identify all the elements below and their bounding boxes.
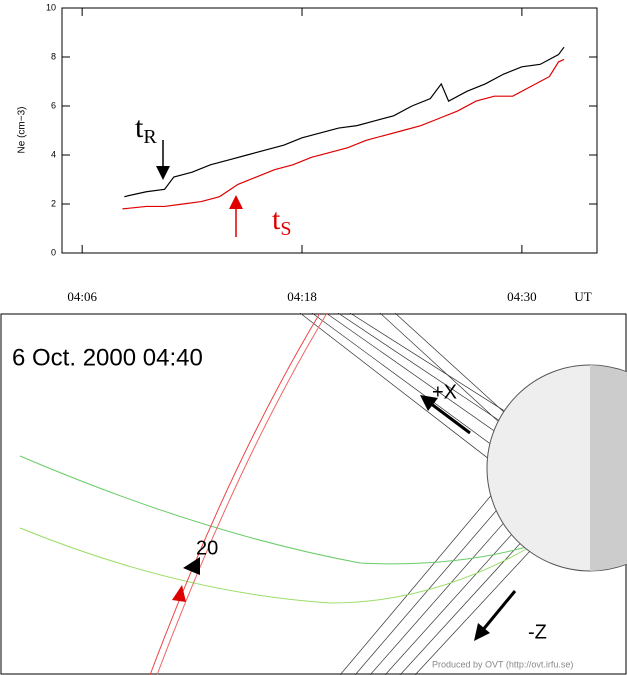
legend-name: t xyxy=(135,111,144,144)
y-tick-label: 6 xyxy=(51,100,56,110)
x-tick-label: 04:18 xyxy=(287,289,317,304)
marker xyxy=(172,585,186,602)
axis-arrow xyxy=(429,401,471,435)
x-tick-label: 04:30 xyxy=(507,289,537,304)
legend-label: tR xyxy=(135,111,157,148)
axis-label: +X xyxy=(432,381,457,403)
series-line xyxy=(124,46,565,198)
orbit-plot: 6 Oct. 2000 04:40 +X -Z 20 Produced by O… xyxy=(0,313,627,675)
legend-name: t xyxy=(272,203,281,236)
arrowhead xyxy=(420,395,438,411)
marker-label: 20 xyxy=(196,537,218,559)
plot-title: 6 Oct. 2000 04:40 xyxy=(12,344,203,371)
y-tick-label: 4 xyxy=(51,149,56,159)
orbit-green xyxy=(19,527,546,604)
legend-arrowhead xyxy=(156,166,170,180)
axis-arrow xyxy=(480,590,517,632)
earth-shade xyxy=(590,365,627,571)
legend-sub: S xyxy=(280,218,291,240)
plot-frame xyxy=(61,7,598,254)
orbit-green xyxy=(19,455,541,565)
legend-arrowhead xyxy=(229,195,243,209)
x-axis-label: UT xyxy=(574,289,591,304)
series-line xyxy=(122,58,565,210)
y-tick-label: 10 xyxy=(46,2,56,12)
arrowhead xyxy=(474,623,490,641)
axis-label: -Z xyxy=(528,621,547,643)
orbit-red xyxy=(156,313,328,675)
legend-sub: R xyxy=(143,126,157,148)
legend-label: tS xyxy=(272,203,291,240)
x-tick-label: 04:06 xyxy=(67,289,97,304)
orbit-red xyxy=(149,313,321,675)
y-tick-label: 0 xyxy=(51,247,56,257)
marker xyxy=(183,557,200,575)
y-tick-label: 8 xyxy=(51,51,56,61)
y-tick-label: 2 xyxy=(51,198,56,208)
y-axis-label: Ne (cm−3) xyxy=(17,107,28,154)
credit: Produced by OVT (http://ovt.irfu.se) xyxy=(432,659,573,669)
